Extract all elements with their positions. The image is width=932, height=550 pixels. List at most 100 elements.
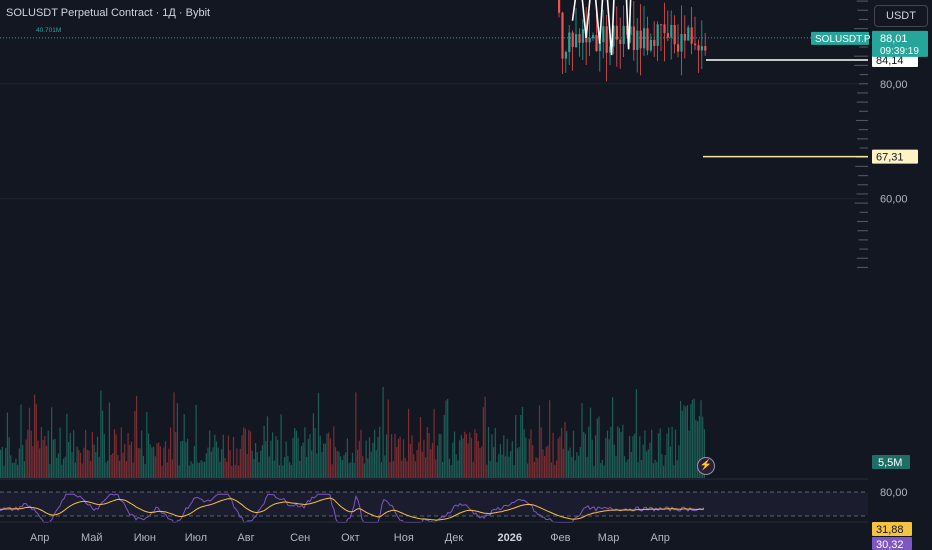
volume-bar bbox=[562, 448, 564, 478]
volume-bar bbox=[355, 392, 357, 478]
volume-bar bbox=[268, 456, 270, 478]
candle-body bbox=[639, 30, 642, 49]
volume-bar bbox=[676, 460, 678, 478]
volume-bar bbox=[195, 404, 197, 478]
volume-bar bbox=[360, 429, 362, 478]
volume-bar bbox=[431, 442, 433, 478]
volume-bar bbox=[615, 455, 617, 478]
profile-bar bbox=[854, 202, 868, 204]
volume-bar bbox=[76, 446, 78, 478]
volume-bar bbox=[205, 453, 207, 478]
volume-bar bbox=[175, 432, 177, 478]
volume-bar bbox=[130, 441, 133, 478]
volume-bar bbox=[224, 457, 226, 478]
time-tick-label: Июл bbox=[185, 532, 207, 544]
volume-bar bbox=[193, 446, 195, 478]
candle-body bbox=[704, 46, 707, 51]
volume-bar bbox=[209, 430, 211, 478]
volume-bar bbox=[414, 461, 416, 478]
volume-bar bbox=[232, 437, 235, 478]
volume-bar bbox=[56, 457, 58, 478]
volume-bar bbox=[494, 427, 496, 478]
volume-bar bbox=[595, 435, 597, 478]
volume-bar bbox=[69, 432, 71, 478]
rsi-value-label-box bbox=[872, 537, 912, 550]
volume-bar bbox=[362, 456, 364, 478]
volume-bar bbox=[79, 452, 82, 478]
currency-button[interactable]: USDT bbox=[874, 5, 928, 27]
rsi-tick-label: 80,00 bbox=[880, 487, 908, 499]
volume-bar bbox=[85, 429, 87, 478]
volume-bar bbox=[377, 436, 379, 478]
volume-bar bbox=[572, 430, 575, 478]
candle-body bbox=[612, 25, 615, 47]
volume-bar bbox=[47, 430, 49, 478]
volume-bar bbox=[59, 427, 61, 478]
volume-bar bbox=[654, 459, 656, 478]
volume-bar bbox=[698, 415, 700, 478]
volume-bar bbox=[183, 414, 185, 478]
volume-bar bbox=[518, 446, 520, 478]
volume-bar bbox=[200, 460, 202, 478]
volume-bar bbox=[612, 397, 614, 478]
volume-bar bbox=[244, 428, 246, 478]
volume-bar bbox=[671, 426, 673, 478]
volume-bar bbox=[334, 447, 337, 478]
volume-bar bbox=[678, 445, 680, 478]
volume-bar bbox=[693, 398, 695, 478]
profile-bar bbox=[854, 55, 868, 57]
volume-bar bbox=[125, 461, 127, 478]
volume-bar bbox=[663, 465, 665, 478]
volume-bar bbox=[117, 454, 119, 478]
volume-bar bbox=[323, 443, 325, 478]
volume-bar bbox=[542, 449, 544, 478]
volume-bar bbox=[329, 438, 331, 478]
volume-bar bbox=[295, 430, 297, 478]
volume-bar bbox=[574, 460, 576, 478]
volume-bar bbox=[413, 454, 415, 478]
volume-bar bbox=[341, 460, 343, 478]
current-price-label: 88,01 bbox=[880, 33, 908, 45]
volume-bar bbox=[389, 462, 391, 478]
volume-bar bbox=[476, 433, 478, 478]
lightning-icon[interactable]: ⚡ bbox=[697, 457, 715, 475]
volume-bar bbox=[219, 461, 221, 478]
volume-bar bbox=[702, 416, 704, 478]
volume-bar bbox=[20, 404, 22, 478]
volume-bar bbox=[409, 443, 411, 478]
volume-bar bbox=[197, 462, 199, 478]
volume-bar bbox=[695, 419, 697, 478]
volume-bar bbox=[35, 404, 37, 478]
rsi-ma-label: 31,88 bbox=[876, 524, 904, 536]
volume-bar bbox=[141, 430, 143, 478]
volume-bar bbox=[652, 463, 654, 478]
volume-bar bbox=[367, 458, 369, 478]
volume-bar bbox=[100, 390, 102, 478]
volume-bar bbox=[520, 415, 522, 478]
profile-bar bbox=[854, 64, 868, 66]
volume-bar bbox=[397, 438, 399, 478]
volume-bar bbox=[22, 444, 24, 478]
volume-bar bbox=[683, 405, 685, 478]
volume-bar bbox=[399, 436, 401, 478]
volume-bar bbox=[382, 386, 384, 478]
volume-bar bbox=[105, 462, 107, 478]
volume-bar bbox=[591, 439, 593, 478]
volume-bar bbox=[283, 456, 286, 478]
volume-bar bbox=[86, 449, 88, 478]
profile-bar bbox=[856, 0, 868, 2]
volume-bar bbox=[5, 447, 7, 478]
volume-bar bbox=[392, 461, 394, 478]
volume-bar bbox=[569, 447, 571, 478]
price-axis: 260,00240,00220,00200,00180,00160,00140,… bbox=[811, 30, 928, 550]
candle-body bbox=[564, 51, 567, 59]
volume-bar bbox=[535, 457, 537, 478]
volume-bar bbox=[537, 458, 539, 478]
volume-bar bbox=[681, 410, 683, 478]
volume-bar bbox=[238, 465, 240, 478]
volume-bar bbox=[282, 465, 284, 478]
volume-bar bbox=[241, 435, 243, 478]
volume-bar bbox=[350, 462, 352, 478]
volume-bar bbox=[588, 426, 590, 478]
volume-bar bbox=[292, 437, 294, 478]
